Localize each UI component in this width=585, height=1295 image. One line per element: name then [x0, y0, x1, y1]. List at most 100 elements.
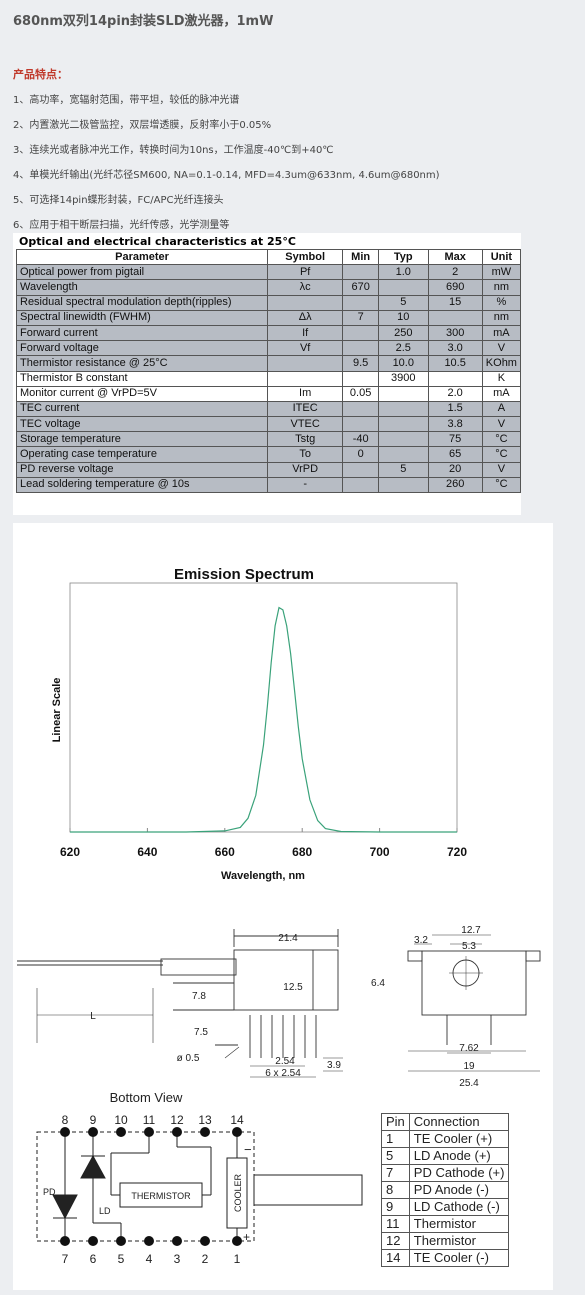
spec-cell: 9.5: [342, 355, 380, 372]
spec-cell: 250: [378, 324, 429, 342]
spec-cell: nm: [481, 309, 522, 326]
dim-pin-dia: ø 0.5: [177, 1053, 200, 1064]
spec-cell: Thermistor resistance @ 25°C: [15, 355, 269, 372]
spec-cell: 10.5: [427, 355, 483, 372]
pin-dot: [200, 1236, 210, 1246]
spec-table-panel: Optical and electrical characteristics a…: [13, 233, 522, 515]
spec-cell: [378, 385, 429, 402]
spec-cell: nm: [481, 279, 522, 296]
pin-row: 1 TE Cooler (+): [381, 1130, 510, 1148]
pin-number-label: 4: [146, 1252, 153, 1266]
spec-cell: [378, 476, 429, 494]
spec-cell: 300: [427, 324, 483, 342]
spec-cell: [378, 416, 429, 433]
spec-row: PD reverse voltage VrPD 5 20 V: [15, 461, 522, 478]
spec-cell: 2.0: [427, 385, 483, 402]
pin-dot: [172, 1236, 182, 1246]
spec-cell: ITEC: [267, 400, 344, 418]
spec-cell: Forward voltage: [15, 340, 269, 357]
ld-diode-symbol: [80, 1154, 106, 1179]
x-tick-label: 640: [137, 845, 157, 859]
spec-cell: VrPD: [267, 461, 344, 478]
pin-col-header: Connection: [408, 1113, 510, 1131]
pin-dot: [200, 1127, 210, 1137]
pin-number: 1: [381, 1130, 410, 1148]
end-body: [421, 950, 527, 1016]
spec-cell: °C: [481, 431, 522, 448]
spec-cell: Pf: [267, 264, 344, 281]
spec-cell: Tstg: [267, 431, 344, 448]
pin-number: 11: [381, 1215, 410, 1233]
spec-cell: 7: [342, 309, 380, 326]
pin-dot: [232, 1236, 242, 1246]
spec-cell: [267, 355, 344, 372]
pin-number-label: 5: [118, 1252, 125, 1266]
chart-xlabel: Wavelength, nm: [221, 870, 305, 882]
spec-row: Thermistor resistance @ 25°C 9.5 10.0 10.5 K…: [15, 355, 522, 372]
pin-number-label: 2: [202, 1252, 209, 1266]
pin-dot: [60, 1236, 70, 1246]
dim-12-7: 12.7: [461, 925, 481, 936]
spec-cell: 2: [427, 264, 483, 281]
spec-cell: Thermistor B constant: [15, 370, 269, 387]
pin-connection: PD Cathode (+): [408, 1164, 510, 1182]
bottom-view-schematic: [36, 1131, 363, 1242]
spec-cell: Spectral linewidth (FWHM): [15, 309, 269, 326]
pin-dot: [88, 1236, 98, 1246]
pin-number-label: 6: [90, 1252, 97, 1266]
spec-row: Lead soldering temperature @ 10s - 260 °C: [15, 476, 522, 494]
cooler-minus: −: [244, 1142, 252, 1157]
spec-row: Wavelength λc 670 690 nm: [15, 279, 522, 296]
spec-row: TEC voltage VTEC 3.8 V: [15, 416, 522, 433]
dim-7-62: 7.62: [459, 1043, 479, 1054]
dim-6-4: 6.4: [371, 978, 385, 989]
feature-4: 4、单模光纤输出(光纤芯径SM600, NA=0.1-0.14, MFD=4.3…: [13, 170, 440, 181]
fiber-boot: [160, 958, 237, 976]
schematic-labels: PD LD THERMISTOR COOLER − +: [43, 1142, 252, 1244]
pin-connection: Thermistor: [408, 1232, 510, 1250]
spec-col-header: Min: [342, 248, 380, 266]
pin-number: 9: [381, 1198, 410, 1216]
pin-number: 8: [381, 1181, 410, 1199]
thermistor-label: THERMISTOR: [131, 1191, 191, 1201]
dim-6x2-54: 6 x 2.54: [265, 1068, 301, 1079]
pin-number-label: 1: [234, 1252, 241, 1266]
spec-cell: Forward current: [15, 324, 269, 342]
spec-cell: 260: [427, 476, 483, 494]
pin-row: 9 LD Cathode (-): [381, 1198, 510, 1216]
pin-col-header: Pin: [381, 1113, 410, 1131]
spec-cell: 15: [427, 294, 483, 311]
spec-cell: 20: [427, 461, 483, 478]
spec-row: Thermistor B constant 3900 K: [15, 370, 522, 387]
spec-cell: KOhm: [481, 355, 522, 372]
spec-cell: Lead soldering temperature @ 10s: [15, 476, 269, 494]
spec-cell: [342, 476, 380, 494]
spec-cell: Vf: [267, 340, 344, 357]
spec-cell: [342, 324, 380, 342]
spec-row: Forward current If 250 300 mA: [15, 324, 522, 342]
spec-cell: Optical power from pigtail: [15, 264, 269, 281]
dim-3-2: 3.2: [414, 935, 428, 946]
pin-dot: [172, 1127, 182, 1137]
pin-row: 8 PD Anode (-): [381, 1181, 510, 1199]
side-view-drawing: [17, 929, 343, 1078]
page-title: 680nm双列14pin封装SLD激光器，1mW: [13, 14, 274, 29]
pin-table-body: 1 TE Cooler (+) 5 LD Anode (+) 7 PD Cathode (…: [381, 1130, 510, 1267]
spec-cell: [342, 294, 380, 311]
dim-7-8: 7.8: [192, 991, 206, 1002]
spec-col-header: Max: [427, 248, 483, 266]
spec-cell: 690: [427, 279, 483, 296]
pin-number: 14: [381, 1249, 410, 1267]
spec-cell: 10: [378, 309, 429, 326]
pin-row: 12 Thermistor: [381, 1232, 510, 1250]
feature-2: 2、内置激光二极管监控，双层增透膜，反射率小于0.05%: [13, 120, 272, 131]
spec-cell: [267, 370, 344, 387]
spec-cell: °C: [481, 446, 522, 463]
spec-cell: mA: [481, 324, 522, 342]
pin-dot: [116, 1127, 126, 1137]
dim-21-4: 21.4: [278, 933, 298, 944]
pin-connection: LD Anode (+): [408, 1147, 510, 1165]
spec-col-header: Parameter: [15, 248, 269, 266]
spec-cell: Im: [267, 385, 344, 402]
dim-3-9: 3.9: [327, 1060, 341, 1071]
